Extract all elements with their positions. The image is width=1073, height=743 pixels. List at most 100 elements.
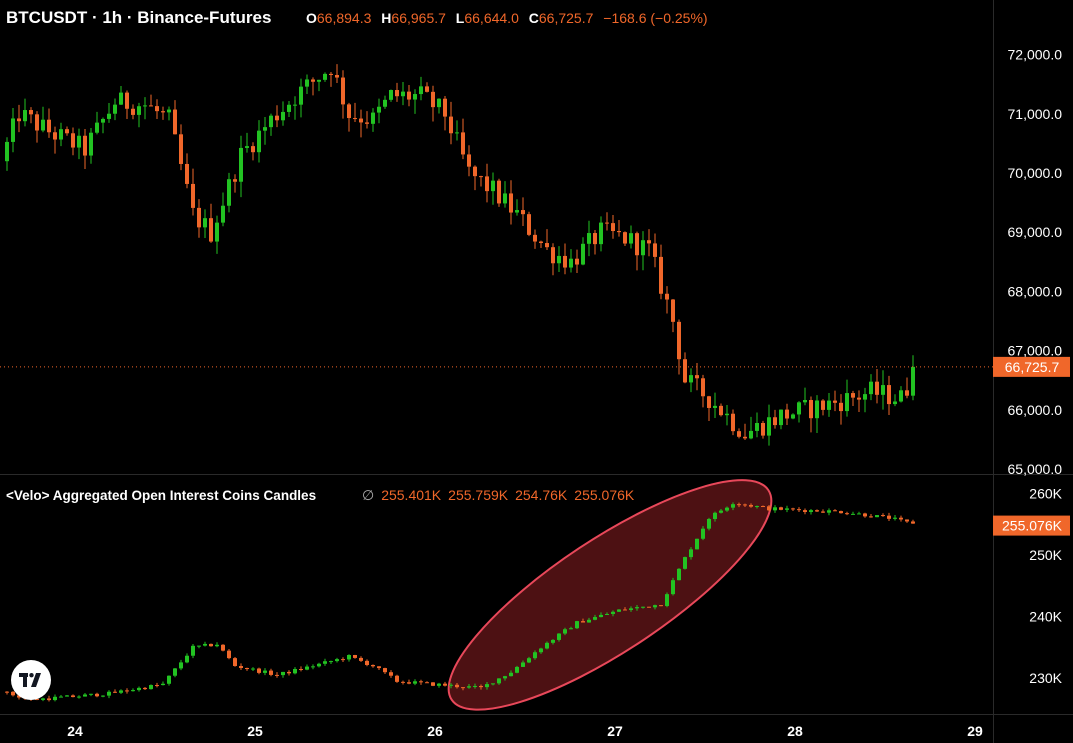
- price-candle: [131, 108, 135, 115]
- price-candle: [599, 222, 603, 245]
- price-candle: [515, 210, 519, 213]
- oi-candle: [221, 644, 225, 651]
- price-candle: [731, 413, 735, 432]
- price-candle: [47, 119, 51, 133]
- oi-candle: [11, 691, 15, 696]
- price-candle: [467, 154, 471, 167]
- price-candle: [359, 118, 363, 123]
- oi-candle: [779, 507, 783, 510]
- price-candle: [71, 133, 75, 148]
- price-candle: [233, 179, 237, 182]
- oi-candle: [317, 663, 321, 667]
- price-candle: [137, 106, 141, 115]
- price-candle: [689, 375, 693, 383]
- oi-candle: [785, 508, 789, 510]
- oi-candle: [761, 506, 765, 508]
- oi-tick-label: 260K: [1029, 485, 1062, 501]
- oi-candle: [863, 513, 867, 517]
- price-candle: [5, 141, 9, 162]
- oi-candle: [659, 605, 663, 607]
- price-candle: [737, 431, 741, 437]
- price-candle: [575, 258, 579, 265]
- close-label: C: [528, 10, 539, 26]
- price-candle: [29, 110, 33, 115]
- low-label: L: [455, 10, 465, 26]
- price-candle: [767, 417, 771, 436]
- oi-candle: [179, 662, 183, 669]
- oi-candle: [233, 658, 237, 667]
- oi-candle: [581, 621, 585, 623]
- last-oi-badge: 255.076K: [1002, 518, 1063, 534]
- price-candle: [107, 113, 111, 119]
- indicator-legend: ∅ 255.401K 255.759K 254.76K 255.076K: [362, 487, 641, 504]
- oi-tick-label: 240K: [1029, 608, 1062, 624]
- oi-candle: [113, 691, 117, 693]
- oi-candle: [533, 652, 537, 659]
- price-candle: [449, 116, 453, 134]
- price-candle: [821, 400, 825, 410]
- chart-title[interactable]: BTCUSDT · 1h · Binance-Futures: [6, 8, 272, 27]
- oi-candle: [443, 683, 447, 686]
- oi-candle: [725, 507, 729, 511]
- price-candle: [293, 104, 297, 106]
- oi-candle: [71, 695, 75, 698]
- oi-candle: [845, 513, 849, 515]
- price-candle: [719, 405, 723, 416]
- price-candle: [287, 104, 291, 112]
- price-candle: [539, 241, 543, 244]
- price-candle: [119, 92, 123, 105]
- oi-candle: [815, 510, 819, 512]
- indicator-open: 255.401K: [381, 487, 442, 503]
- last-oi-badge-bg: [993, 515, 1070, 536]
- price-candle: [755, 422, 759, 431]
- oi-tick-label: 230K: [1029, 670, 1062, 686]
- oi-candle: [395, 675, 399, 682]
- time-tick-label: 27: [607, 723, 623, 739]
- price-candle: [551, 247, 555, 264]
- oi-candle: [683, 557, 687, 569]
- price-candle: [161, 111, 165, 113]
- price-candle: [713, 405, 717, 408]
- price-candle: [305, 79, 309, 87]
- oi-candle: [299, 668, 303, 670]
- oi-candle: [143, 687, 147, 690]
- price-candle: [203, 218, 207, 228]
- price-candle: [593, 233, 597, 245]
- tradingview-logo-glyph: [19, 673, 41, 687]
- oi-candle: [455, 684, 459, 688]
- oi-candle: [5, 691, 9, 693]
- price-candle: [413, 94, 417, 100]
- price-candle: [911, 366, 915, 396]
- price-candle: [317, 79, 321, 82]
- price-candle: [491, 180, 495, 192]
- price-candle: [347, 104, 351, 119]
- price-candle: [167, 109, 171, 113]
- oi-candle: [755, 506, 759, 508]
- ohlc-legend: O66,894.3 H66,965.7 L66,644.0 C66,725.7 …: [306, 10, 714, 26]
- price-candle: [437, 98, 441, 108]
- oi-candle: [797, 509, 801, 511]
- oi-candle: [551, 639, 555, 643]
- oi-candle: [641, 606, 645, 608]
- price-candle: [329, 73, 333, 75]
- oi-candle: [905, 519, 909, 522]
- oi-candle: [269, 670, 273, 675]
- price-candle: [395, 90, 399, 97]
- oi-candle: [389, 672, 393, 676]
- oi-candle: [341, 659, 345, 661]
- oi-candle: [77, 696, 81, 698]
- price-candle: [749, 430, 753, 439]
- tradingview-logo-icon[interactable]: [11, 660, 51, 700]
- price-candle: [581, 243, 585, 265]
- oi-candle: [149, 685, 153, 690]
- price-candle: [77, 135, 81, 148]
- oi-candle: [119, 690, 123, 693]
- oi-candle: [59, 696, 63, 698]
- price-candle: [833, 400, 837, 403]
- indicator-title[interactable]: <Velo> Aggregated Open Interest Coins Ca…: [6, 488, 317, 503]
- oi-candle: [809, 510, 813, 512]
- price-tick-label: 68,000.0: [1008, 283, 1063, 299]
- oi-candle: [599, 614, 603, 618]
- price-candle: [335, 74, 339, 78]
